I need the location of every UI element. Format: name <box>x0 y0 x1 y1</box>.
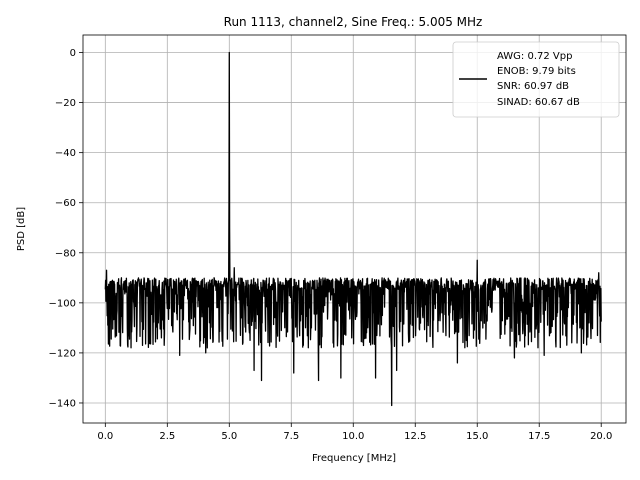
y-axis-label: PSD [dB] <box>16 207 27 251</box>
x-tick-label: 2.5 <box>159 431 175 442</box>
legend-line-1: AWG: 0.72 Vpp <box>497 51 572 62</box>
grid-lines <box>83 35 626 423</box>
x-tick-label: 5.0 <box>221 431 237 442</box>
y-tick-label: 0 <box>70 48 76 59</box>
x-tick-label: 0.0 <box>97 431 113 442</box>
x-tick-label: 15.0 <box>466 431 488 442</box>
x-tick-label: 7.5 <box>283 431 299 442</box>
y-tick-label: −80 <box>55 248 76 259</box>
x-tick-label: 12.5 <box>404 431 426 442</box>
x-axis-label: Frequency [MHz] <box>312 453 396 464</box>
legend-box <box>452 41 620 118</box>
psd-trace <box>104 51 602 407</box>
y-tick-label: −120 <box>49 348 76 359</box>
legend-line-4: SINAD: 60.67 dB <box>497 97 580 108</box>
x-axis-ticks: 0.0 2.5 5.0 7.5 10.0 12.5 15.0 17.5 20.0 <box>97 423 612 442</box>
psd-line <box>104 51 602 407</box>
y-axis-ticks: 0 −20 −40 −60 −80 −100 −120 −140 <box>49 48 83 409</box>
y-tick-label: −140 <box>49 398 76 409</box>
y-tick-label: −20 <box>55 98 76 109</box>
x-tick-label: 20.0 <box>590 431 612 442</box>
x-tick-label: 17.5 <box>528 431 550 442</box>
plot-frame <box>82 34 627 424</box>
legend-line-3: SNR: 60.97 dB <box>497 81 569 92</box>
legend: AWG: 0.72 Vpp ENOB: 9.79 bits SNR: 60.97… <box>452 41 620 118</box>
y-tick-label: −60 <box>55 198 76 209</box>
y-tick-label: −40 <box>55 148 76 159</box>
x-tick-label: 10.0 <box>342 431 364 442</box>
y-tick-label: −100 <box>49 298 76 309</box>
chart-title: Run 1113, channel2, Sine Freq.: 5.005 MH… <box>224 15 483 29</box>
legend-line-2: ENOB: 9.79 bits <box>497 66 576 77</box>
